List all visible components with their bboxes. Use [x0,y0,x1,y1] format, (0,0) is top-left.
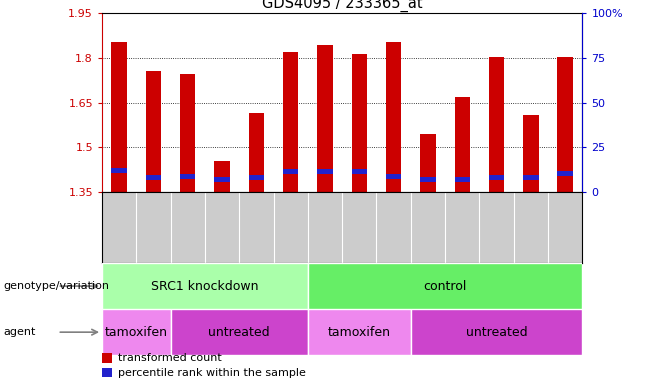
Bar [557,171,573,175]
Bar [489,175,504,180]
Bar [420,177,436,182]
Bar [489,56,504,192]
Bar [455,177,470,182]
Bar [102,309,170,355]
Text: agent: agent [3,327,36,337]
Bar [215,161,230,192]
Bar [351,54,367,192]
Bar [102,263,308,309]
Text: untreated: untreated [466,326,527,339]
Bar [523,114,539,192]
Bar [523,175,539,180]
Bar [145,71,161,192]
Text: control: control [423,280,467,293]
Text: tamoxifen: tamoxifen [328,326,391,339]
Bar [111,42,127,192]
Bar [249,113,264,192]
Title: GDS4095 / 233365_at: GDS4095 / 233365_at [262,0,422,12]
Bar [351,169,367,174]
Bar [170,309,308,355]
Bar [411,309,582,355]
Text: percentile rank within the sample: percentile rank within the sample [118,367,307,378]
Text: tamoxifen: tamoxifen [105,326,168,339]
Bar [215,177,230,182]
Bar [180,74,195,192]
Bar [455,97,470,192]
Bar [145,175,161,180]
Bar [317,45,333,192]
Bar [386,42,401,192]
Bar [308,309,411,355]
Text: SRC1 knockdown: SRC1 knockdown [151,280,259,293]
Bar [420,134,436,192]
Text: untreated: untreated [209,326,270,339]
Bar [283,52,299,192]
Bar [317,169,333,174]
Bar [111,168,127,173]
Bar [249,175,264,180]
Text: transformed count: transformed count [118,353,222,363]
Bar [283,169,299,174]
Bar [557,56,573,192]
Text: genotype/variation: genotype/variation [3,281,109,291]
Bar [308,263,582,309]
Bar [180,174,195,179]
Bar [386,174,401,179]
